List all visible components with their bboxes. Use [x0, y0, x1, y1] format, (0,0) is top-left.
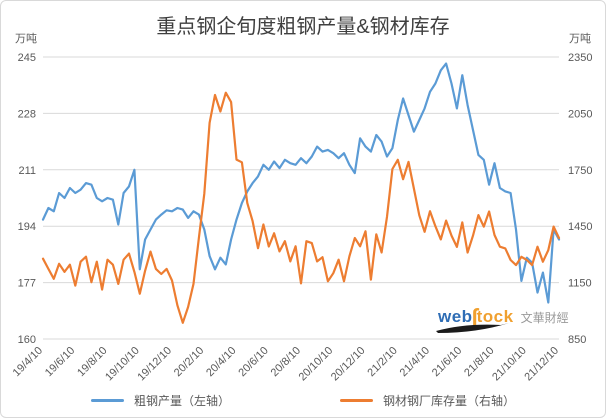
- right-axis-unit-label: 万吨: [569, 33, 591, 45]
- x-axis-tick-label: 21/4/10: [398, 345, 432, 379]
- watermark-logo-web: web: [438, 307, 473, 326]
- watermark-swoosh-icon: [436, 323, 509, 333]
- x-axis-tick-label: 21/10/10: [490, 345, 529, 384]
- watermark: web ∫ tock 文華財經: [438, 302, 569, 329]
- left-axis-tick-label: 211: [18, 165, 36, 177]
- right-axis-tick-label: 850: [568, 334, 586, 346]
- x-axis-tick-label: 19/4/10: [11, 345, 45, 379]
- right-axis-tick-label: 1450: [568, 221, 592, 233]
- legend-line-swatch-production: [90, 399, 124, 402]
- left-axis-tick-label: 228: [18, 108, 36, 120]
- left-axis-unit-label: 万吨: [15, 33, 37, 45]
- left-axis-tick-label: 177: [18, 278, 36, 290]
- left-axis-tick-label: 160: [18, 334, 36, 346]
- legend-item-production: 粗钢产量（左轴）: [90, 392, 230, 409]
- x-axis-tick-label: 19/6/10: [43, 345, 77, 379]
- watermark-logo-s-icon: ∫: [471, 304, 478, 329]
- right-axis-tick-label: 2350: [568, 52, 592, 64]
- x-axis-tick-label: 21/6/10: [430, 345, 464, 379]
- chart-title: 重点钢企旬度粗钢产量&钢材库存: [156, 16, 450, 38]
- left-axis-tick-label: 194: [18, 221, 36, 233]
- right-axis-tick-label: 1150: [568, 278, 592, 290]
- x-axis-tick-label: 21/2/10: [365, 345, 399, 379]
- chart-legend: 粗钢产量（左轴） 钢材钢厂库存量（右轴）: [1, 392, 605, 409]
- x-axis-tick-label: 19/10/10: [103, 345, 142, 384]
- x-axis-tick-label: 19/12/10: [135, 345, 174, 384]
- x-axis-tick-label: 20/6/10: [236, 345, 270, 379]
- production-line-series: [41, 62, 561, 304]
- x-axis-tick-label: 20/10/10: [297, 345, 336, 384]
- watermark-brand-text: 文華財經: [520, 311, 569, 325]
- right-axis-tick-label: 1750: [568, 165, 592, 177]
- watermark-logo-tock: tock: [476, 307, 514, 326]
- left-axis-tick-label: 245: [18, 52, 36, 64]
- x-axis-tick-label: 21/12/10: [522, 345, 561, 384]
- legend-label-production: 粗钢产量（左轴）: [133, 394, 230, 408]
- x-axis-tick-label: 20/2/10: [172, 345, 206, 379]
- x-axis-tick-label: 20/12/10: [329, 345, 368, 384]
- x-axis-tick-label: 20/4/10: [204, 345, 238, 379]
- right-axis-tick-label: 2050: [568, 108, 592, 120]
- inventory-line-series: [41, 91, 561, 324]
- legend-line-swatch-inventory: [340, 399, 373, 402]
- legend-item-inventory: 钢材钢厂库存量（右轴）: [340, 392, 515, 409]
- legend-label-inventory: 钢材钢厂库存量（右轴）: [383, 394, 516, 408]
